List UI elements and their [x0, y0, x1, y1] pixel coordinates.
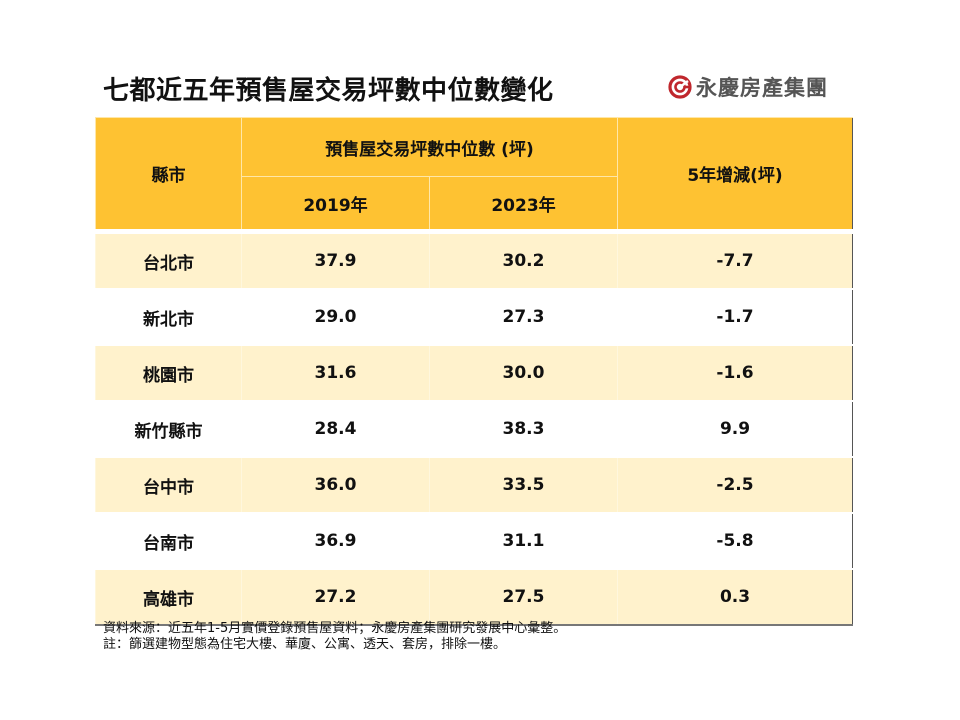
- cell-2023: 30.0: [429, 344, 618, 401]
- header-median-group: 預售屋交易坪數中位數 (坪): [241, 117, 618, 177]
- header-year-2019: 2019年: [241, 176, 430, 232]
- cell-2019: 37.9: [241, 229, 430, 289]
- remark-note: 註：篩選建物型態為住宅大樓、華廈、公寓、透天、套房，排除一樓。: [103, 637, 507, 652]
- table-row: 新北市 29.0 27.3 -1.7: [95, 288, 853, 345]
- cell-county: 桃園市: [95, 344, 242, 401]
- cell-county: 台南市: [95, 512, 242, 569]
- table-row: 高雄市 27.2 27.5 0.3: [95, 568, 853, 625]
- header-year-2023: 2023年: [429, 176, 618, 232]
- logo-text: 永慶房產集團: [696, 76, 828, 100]
- cell-change: -1.7: [617, 288, 853, 345]
- cell-2019: 36.0: [241, 456, 430, 513]
- cell-county: 台北市: [95, 229, 242, 289]
- header-change: 5年增減(坪): [617, 117, 853, 232]
- company-logo: 永慶房產集團: [668, 72, 828, 102]
- median-area-table: 縣市 預售屋交易坪數中位數 (坪) 5年增減(坪) 2019年 2023年 台北…: [95, 117, 853, 626]
- cell-county: 高雄市: [95, 568, 242, 625]
- table-row: 台中市 36.0 33.5 -2.5: [95, 456, 853, 513]
- cell-2019: 29.0: [241, 288, 430, 345]
- cell-2019: 27.2: [241, 568, 430, 625]
- cell-2023: 33.5: [429, 456, 618, 513]
- table-row: 台北市 37.9 30.2 -7.7: [95, 229, 853, 289]
- footnotes: 資料來源：近五年1-5月實價登錄預售屋資料；永慶房產集團研究發展中心彙整。 註：…: [103, 621, 566, 653]
- cell-change: -5.8: [617, 512, 853, 569]
- header-county: 縣市: [95, 117, 242, 232]
- cell-2023: 27.3: [429, 288, 618, 345]
- cell-change: -1.6: [617, 344, 853, 401]
- cell-2019: 36.9: [241, 512, 430, 569]
- cell-county: 台中市: [95, 456, 242, 513]
- source-note: 資料來源：近五年1-5月實價登錄預售屋資料；永慶房產集團研究發展中心彙整。: [103, 621, 567, 636]
- table-row: 新竹縣市 28.4 38.3 9.9: [95, 400, 853, 457]
- cell-2023: 38.3: [429, 400, 618, 457]
- table-row: 桃園市 31.6 30.0 -1.6: [95, 344, 853, 401]
- cell-2019: 28.4: [241, 400, 430, 457]
- cell-2023: 30.2: [429, 229, 618, 289]
- cell-county: 新竹縣市: [95, 400, 242, 457]
- cell-2019: 31.6: [241, 344, 430, 401]
- cell-county: 新北市: [95, 288, 242, 345]
- cell-change: -2.5: [617, 456, 853, 513]
- cell-2023: 27.5: [429, 568, 618, 625]
- table-row: 台南市 36.9 31.1 -5.8: [95, 512, 853, 569]
- cell-change: 0.3: [617, 568, 853, 625]
- cell-change: 9.9: [617, 400, 853, 457]
- yungching-logo-icon: [668, 75, 692, 99]
- page-title: 七都近五年預售屋交易坪數中位數變化: [103, 76, 554, 106]
- cell-2023: 31.1: [429, 512, 618, 569]
- cell-change: -7.7: [617, 229, 853, 289]
